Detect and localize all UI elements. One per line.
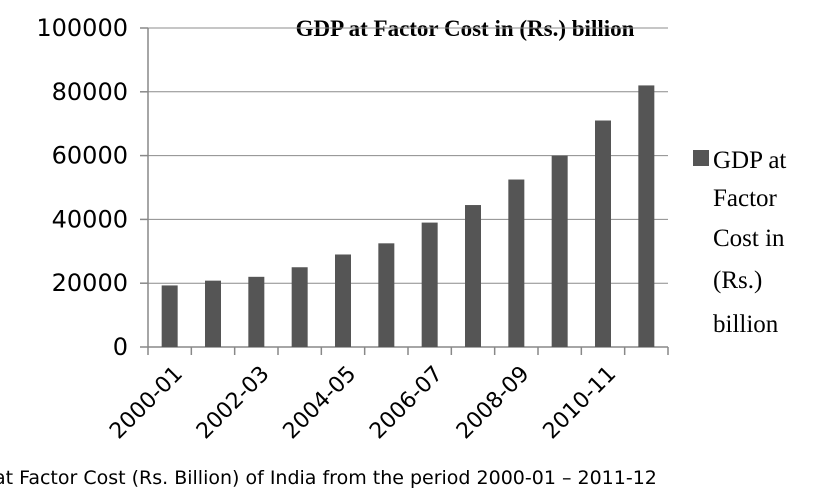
legend: GDP at Factor Cost in (Rs.) billion xyxy=(693,147,793,338)
bar-2003-04 xyxy=(291,267,308,347)
bar-2011-12 xyxy=(638,85,655,348)
x-tick-label: 2006-07 xyxy=(365,362,448,445)
x-tick-label: 2004-05 xyxy=(279,362,362,445)
legend-line: Cost in xyxy=(713,225,785,252)
y-tick-label: 20000 xyxy=(52,269,128,297)
x-tick-label: 2008-09 xyxy=(452,362,535,445)
y-tick-label: 40000 xyxy=(52,205,128,233)
bar-2007-08 xyxy=(465,205,481,347)
bar-2010-11 xyxy=(595,120,611,347)
y-tick-label: 100000 xyxy=(36,14,128,42)
bar-2009-10 xyxy=(551,155,568,347)
axes xyxy=(147,28,669,355)
gridlines xyxy=(140,27,668,348)
legend-swatch xyxy=(693,150,709,166)
bar-2008-09 xyxy=(508,179,525,347)
x-tick-label: 2010-11 xyxy=(539,362,622,445)
bar-2005-06 xyxy=(378,243,395,347)
legend-label: GDP at Factor Cost in (Rs.) billion xyxy=(713,147,793,338)
x-tick-label: 2000-01 xyxy=(105,362,188,445)
bar-2002-03 xyxy=(248,276,265,347)
y-tick-label: 60000 xyxy=(52,142,128,170)
legend-line: Factor xyxy=(713,185,778,212)
legend-line: GDP at xyxy=(713,147,786,174)
figure-caption: at Factor Cost (Rs. Billion) of India fr… xyxy=(0,467,657,489)
bar-2006-07 xyxy=(421,222,438,347)
y-tick-label: 80000 xyxy=(52,78,128,106)
x-tick-labels: 2000-01 2002-03 2004-05 2006-07 2008-09 2010-… xyxy=(105,362,621,445)
x-tick-label: 2002-03 xyxy=(192,362,275,445)
y-tick-label: 0 xyxy=(113,333,128,361)
bar-2001-02 xyxy=(205,280,221,347)
y-tick-labels: 0 20000 40000 60000 80000 100000 xyxy=(36,14,128,361)
legend-line: (Rs.) xyxy=(713,267,762,294)
bars xyxy=(161,85,655,348)
bar-2004-05 xyxy=(335,254,351,347)
bar-2000-01 xyxy=(161,285,178,347)
legend-line: billion xyxy=(713,311,779,338)
